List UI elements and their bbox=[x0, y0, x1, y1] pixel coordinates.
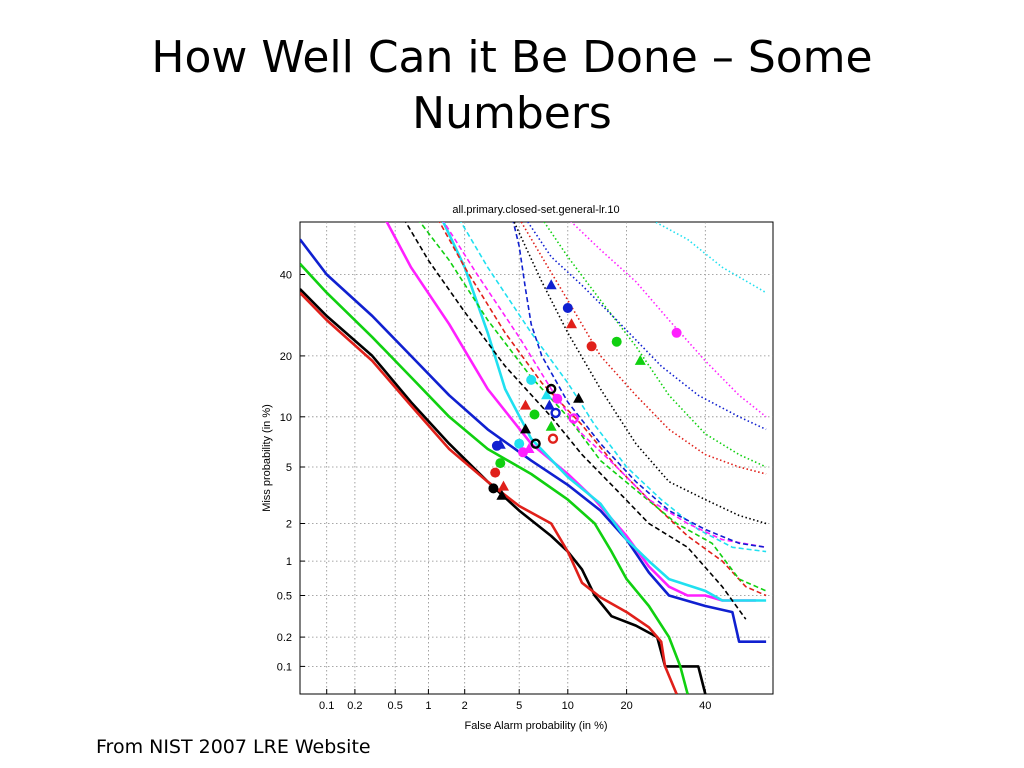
det-curve-solid bbox=[300, 291, 678, 694]
y-axis-label: Miss probability (in %) bbox=[261, 404, 273, 512]
x-tick-label: 0.5 bbox=[388, 700, 403, 712]
x-tick-label: 40 bbox=[699, 700, 711, 712]
x-tick-label: 20 bbox=[620, 700, 632, 712]
operating-point-triangle bbox=[496, 489, 508, 500]
det-chart-svg: 0.1 0.2 0.5 1 2 5 10 20 40 0.1 0.2 0.5 1 2 5 10 20 40 all… bbox=[261, 204, 774, 732]
operating-point-circle bbox=[488, 483, 499, 494]
y-tick-label: 20 bbox=[280, 351, 292, 363]
det-chart: 0.1 0.2 0.5 1 2 5 10 20 40 0.1 0.2 0.5 1 2 5 10 20 40 all… bbox=[250, 196, 780, 736]
operating-point-triangle bbox=[498, 480, 509, 491]
det-curve-solid bbox=[441, 222, 767, 602]
operating-point-ring bbox=[550, 407, 561, 419]
series-layer bbox=[300, 222, 767, 694]
det-curve-solid bbox=[300, 238, 767, 643]
det-curve-dashed bbox=[512, 222, 767, 549]
grid-layer bbox=[300, 222, 773, 694]
operating-point-triangle bbox=[494, 438, 506, 449]
tick-layer: 0.1 0.2 0.5 1 2 5 10 20 40 0.1 0.2 0.5 1 2 5 10 20 40 bbox=[277, 270, 712, 713]
x-tick-label: 5 bbox=[516, 700, 522, 712]
det-curve-dotted bbox=[526, 222, 767, 431]
y-tick-label: 5 bbox=[286, 462, 292, 474]
det-curve-dotted bbox=[543, 222, 767, 468]
operating-point-circle bbox=[490, 467, 501, 478]
y-tick-label: 0.5 bbox=[277, 591, 292, 603]
det-curve-solid bbox=[300, 262, 689, 694]
operating-point-ring bbox=[546, 383, 557, 395]
operating-point-circle bbox=[526, 374, 537, 385]
operating-point-triangle bbox=[573, 392, 585, 403]
operating-point-circle bbox=[611, 336, 622, 347]
operating-point-triangle bbox=[634, 354, 646, 365]
det-curve-dashed bbox=[460, 222, 767, 553]
operating-point-triangle bbox=[520, 399, 531, 410]
operating-point-circle bbox=[671, 327, 682, 338]
det-curve-dashed bbox=[419, 222, 767, 592]
x-tick-label: 0.2 bbox=[347, 700, 362, 712]
det-curve-dotted bbox=[570, 222, 767, 418]
det-curve-dashed bbox=[404, 222, 747, 620]
marker-layer bbox=[488, 279, 682, 500]
x-axis-label: False Alarm probability (in %) bbox=[464, 720, 607, 732]
det-curve-dashed bbox=[442, 222, 767, 549]
operating-point-circle bbox=[562, 303, 573, 313]
y-tick-label: 2 bbox=[286, 519, 292, 531]
x-tick-label: 2 bbox=[462, 700, 468, 712]
x-tick-label: 1 bbox=[425, 700, 431, 712]
x-tick-label: 10 bbox=[562, 700, 574, 712]
operating-point-triangle bbox=[566, 318, 577, 329]
operating-point-circle bbox=[552, 393, 563, 404]
y-tick-label: 40 bbox=[280, 270, 292, 282]
operating-point-triangle bbox=[545, 279, 557, 290]
y-tick-label: 0.1 bbox=[277, 661, 292, 673]
operating-point-ring bbox=[547, 433, 559, 444]
plot-area bbox=[299, 221, 774, 695]
slide-title-line-2: Numbers bbox=[412, 88, 612, 139]
operating-point-circle bbox=[495, 458, 506, 469]
operating-point-circle bbox=[586, 341, 597, 352]
slide-title-line-1: How Well Can it Be Done – Some bbox=[151, 32, 873, 83]
det-curve-dotted bbox=[513, 222, 767, 525]
y-tick-label: 0.2 bbox=[277, 632, 292, 644]
operating-point-ring bbox=[568, 413, 579, 424]
operating-point-triangle bbox=[523, 443, 535, 453]
source-caption: From NIST 2007 LRE Website bbox=[96, 736, 371, 758]
operating-point-circle bbox=[529, 409, 540, 420]
operating-point-circle bbox=[514, 438, 525, 449]
y-tick-label: 10 bbox=[280, 412, 292, 424]
slide-title: How Well Can it Be Done – Some Numbers bbox=[0, 30, 1024, 142]
det-curve-dotted bbox=[520, 222, 767, 475]
operating-point-triangle bbox=[545, 420, 557, 431]
operating-point-ring bbox=[530, 438, 541, 449]
operating-point-triangle bbox=[541, 389, 553, 400]
operating-point-triangle bbox=[543, 399, 555, 410]
y-tick-label: 1 bbox=[286, 556, 292, 568]
x-tick-label: 0.1 bbox=[319, 700, 334, 712]
operating-point-triangle bbox=[520, 423, 531, 434]
chart-title: all.primary.closed-set.general-lr.10 bbox=[452, 204, 619, 216]
